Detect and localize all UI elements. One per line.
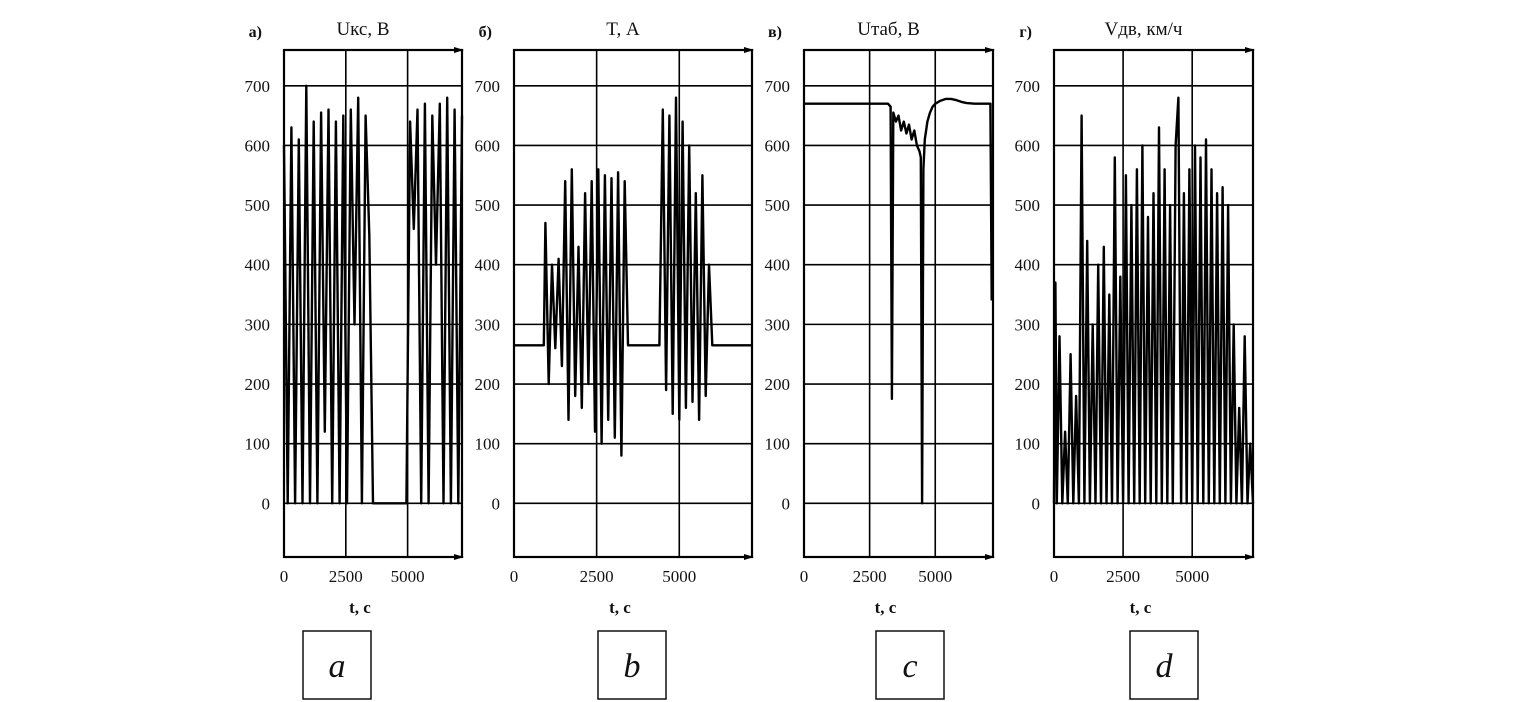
chart-title: Uкс, В <box>336 19 389 40</box>
y-tick-label: 300 <box>245 315 271 334</box>
y-tick-label: 200 <box>245 375 271 394</box>
signal-line <box>1052 96 1255 505</box>
y-tick-label: 300 <box>1015 315 1041 334</box>
y-tick-label: 700 <box>1015 77 1041 96</box>
plot-frame <box>1052 48 1255 559</box>
panel-label: в) <box>768 24 782 41</box>
y-tick-label: 400 <box>245 256 271 275</box>
axis-arrow <box>744 47 754 53</box>
y-tick-label: 700 <box>765 77 791 96</box>
plot-frame <box>282 48 464 559</box>
x-tick-label: 2500 <box>580 567 614 586</box>
y-tick-label: 500 <box>245 196 271 215</box>
chart-panel-d: 0 100 200 300 400 500 600 700 0 2500 5000 г) Vдв, км… <box>1015 19 1255 700</box>
axis-arrow <box>985 47 995 53</box>
plot-frame <box>512 48 754 559</box>
chart-title: Vдв, км/ч <box>1105 19 1183 40</box>
y-tick-label: 100 <box>1015 435 1041 454</box>
x-axis-label: t, с <box>609 598 631 617</box>
caption-box <box>597 630 667 700</box>
chart-panel-a: 0 100 200 300 400 500 600 700 0 2500 5000 а) Uкс, В t… <box>245 19 464 700</box>
x-tick-label: 0 <box>1050 567 1059 586</box>
y-tick-label: 0 <box>1032 494 1041 513</box>
y-tick-label: 500 <box>475 196 501 215</box>
chart-title: T, А <box>606 19 640 40</box>
y-tick-label: 100 <box>765 435 791 454</box>
y-tick-label: 400 <box>765 256 791 275</box>
x-tick-label: 0 <box>510 567 519 586</box>
y-tick-label: 600 <box>1015 136 1041 155</box>
y-tick-label: 700 <box>245 77 271 96</box>
signal-line <box>804 97 993 505</box>
panel-label: г) <box>1019 24 1032 41</box>
axis-arrow <box>985 554 995 560</box>
y-tick-label: 400 <box>1015 256 1041 275</box>
y-tick-label: 200 <box>765 375 791 394</box>
y-tick-label: 100 <box>475 435 501 454</box>
panel-label: а) <box>249 24 262 41</box>
caption-box <box>1129 630 1199 700</box>
y-tick-label: 0 <box>492 494 501 513</box>
y-tick-label: 0 <box>782 494 791 513</box>
panel-label: б) <box>479 24 492 41</box>
y-tick-label: 500 <box>765 196 791 215</box>
chart-panel-c: 0 100 200 300 400 500 600 700 0 2500 5000 в) Uтаб, В… <box>765 19 995 700</box>
axis-arrow <box>454 47 464 53</box>
y-tick-label: 500 <box>1015 196 1041 215</box>
y-tick-label: 600 <box>765 136 791 155</box>
axis-arrow <box>744 554 754 560</box>
caption-box <box>875 630 945 700</box>
y-tick-label: 200 <box>475 375 501 394</box>
plot-frame <box>802 48 995 559</box>
x-tick-label: 5000 <box>662 567 696 586</box>
caption-letter: b <box>624 648 641 685</box>
x-tick-label: 2500 <box>1106 567 1140 586</box>
axis-arrow <box>1245 47 1255 53</box>
chart-panel-b: 0 100 200 300 400 500 600 700 0 2500 5000 б) T, А t, … <box>475 19 754 700</box>
x-tick-label: 5000 <box>391 567 425 586</box>
y-tick-label: 600 <box>475 136 501 155</box>
y-tick-label: 700 <box>475 77 501 96</box>
y-tick-label: 200 <box>1015 375 1041 394</box>
x-tick-label: 5000 <box>1175 567 1209 586</box>
y-tick-label: 600 <box>245 136 271 155</box>
x-axis-label: t, с <box>875 598 897 617</box>
caption-box <box>302 630 372 700</box>
y-tick-label: 400 <box>475 256 501 275</box>
y-tick-label: 0 <box>262 494 271 513</box>
signal-line <box>514 96 752 457</box>
axis-arrow <box>1245 554 1255 560</box>
caption-letter: d <box>1156 648 1174 685</box>
caption-letter: a <box>329 648 346 685</box>
x-tick-label: 0 <box>800 567 809 586</box>
x-tick-label: 0 <box>280 567 289 586</box>
x-axis-label: t, с <box>349 598 371 617</box>
y-tick-label: 300 <box>475 315 501 334</box>
x-tick-label: 2500 <box>853 567 887 586</box>
chart-title: Uтаб, В <box>857 19 920 40</box>
x-tick-label: 2500 <box>329 567 363 586</box>
signal-line <box>282 84 464 505</box>
y-tick-label: 300 <box>765 315 791 334</box>
x-tick-label: 5000 <box>918 567 952 586</box>
caption-letter: c <box>902 648 917 685</box>
axis-arrow <box>454 554 464 560</box>
y-tick-label: 100 <box>245 435 271 454</box>
x-axis-label: t, с <box>1130 598 1152 617</box>
